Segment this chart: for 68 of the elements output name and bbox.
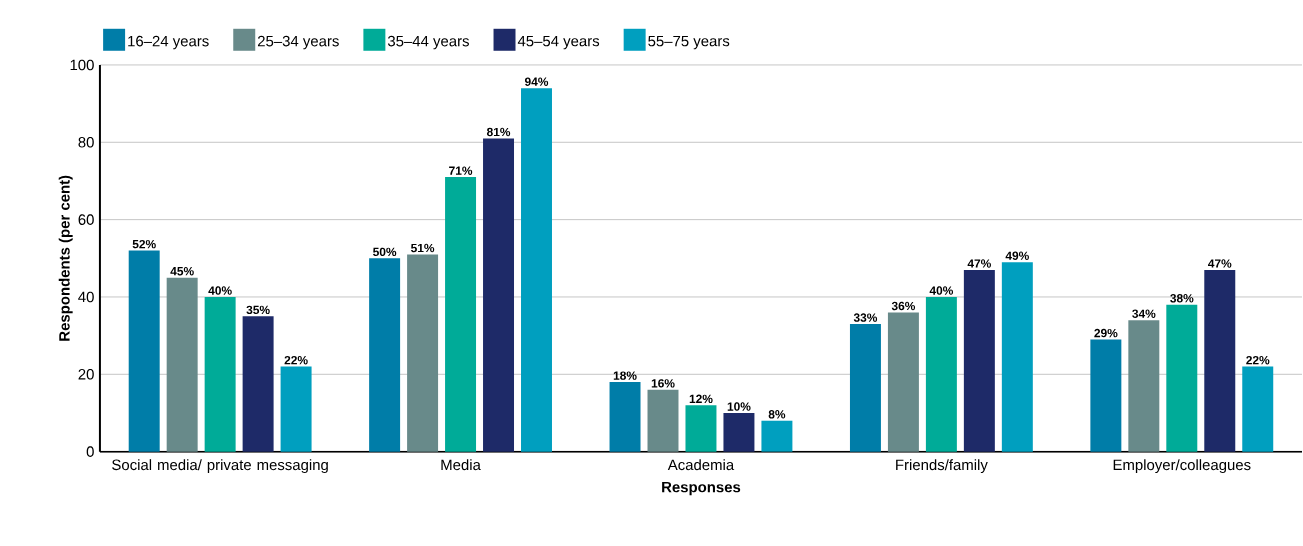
- data-label: 12%: [689, 394, 713, 404]
- data-label: 47%: [967, 259, 991, 268]
- bar: [483, 138, 515, 452]
- x-axis-title: Responses: [662, 482, 741, 496]
- data-label: 34%: [1132, 309, 1156, 319]
- bar: [407, 254, 439, 452]
- bar: [369, 258, 401, 452]
- x-tick-label: Employer/colleagues: [1113, 459, 1251, 474]
- data-label: 81%: [486, 127, 511, 137]
- data-label: 71%: [449, 166, 473, 176]
- bar: [1242, 366, 1274, 452]
- data-label: 36%: [891, 301, 916, 311]
- bar: [887, 312, 919, 452]
- y-tick-label: 80: [78, 137, 94, 148]
- data-label: 18%: [613, 371, 637, 381]
- data-label: 10%: [727, 402, 751, 411]
- bar: [609, 382, 641, 452]
- x-tick-label: Friends/family: [896, 459, 988, 474]
- legend-label: 16–24 years: [128, 36, 209, 50]
- bar: [1128, 320, 1160, 452]
- bar: [1166, 304, 1198, 452]
- data-label: 22%: [284, 356, 308, 365]
- data-label: 51%: [411, 244, 435, 253]
- data-label: 8%: [768, 410, 786, 419]
- x-tick-label: Social media/ private messaging: [112, 459, 328, 474]
- bar: [521, 88, 552, 452]
- data-label: 22%: [1246, 356, 1270, 365]
- bar: [166, 277, 198, 452]
- data-label: 40%: [929, 286, 954, 295]
- data-label: 38%: [1170, 294, 1194, 303]
- bar: [925, 297, 957, 452]
- data-label: 94%: [524, 77, 549, 87]
- x-tick-label: Academia: [667, 459, 735, 471]
- bar: [280, 366, 312, 452]
- legend-label: 45–54 years: [517, 36, 600, 50]
- bar: [685, 405, 717, 452]
- data-label: 50%: [373, 247, 397, 257]
- legend-label: 55–75 years: [648, 36, 730, 50]
- bar: [849, 324, 881, 452]
- x-tick-label: Media: [441, 459, 481, 471]
- y-axis-title: Respondents (per cent): [58, 175, 73, 341]
- y-tick-label: 0: [86, 446, 94, 458]
- legend-label: 25–34 years: [257, 36, 339, 50]
- y-tick-label: 100: [70, 59, 94, 71]
- data-label: 49%: [1005, 251, 1029, 261]
- data-label: 47%: [1208, 259, 1232, 268]
- bar: [1204, 270, 1236, 452]
- bar: [1001, 262, 1033, 452]
- data-label: 35%: [246, 305, 270, 315]
- bar: [761, 420, 793, 452]
- y-tick-label: 20: [78, 369, 94, 380]
- data-label: 16%: [651, 379, 675, 388]
- bar: [128, 250, 160, 452]
- bar: [242, 316, 274, 452]
- data-label: 29%: [1094, 329, 1118, 338]
- data-label: 40%: [208, 286, 232, 295]
- data-label: 52%: [132, 240, 156, 249]
- y-tick-label: 40: [78, 291, 94, 303]
- bar: [445, 177, 477, 452]
- bar: [647, 389, 679, 452]
- bar: [963, 270, 995, 452]
- bar: [1090, 339, 1122, 452]
- bar: [204, 297, 236, 452]
- bar: [723, 413, 755, 452]
- legend-label: 35–44 years: [387, 36, 469, 50]
- y-tick-label: 60: [78, 214, 94, 226]
- data-label: 45%: [170, 267, 194, 276]
- data-label: 33%: [853, 313, 878, 323]
